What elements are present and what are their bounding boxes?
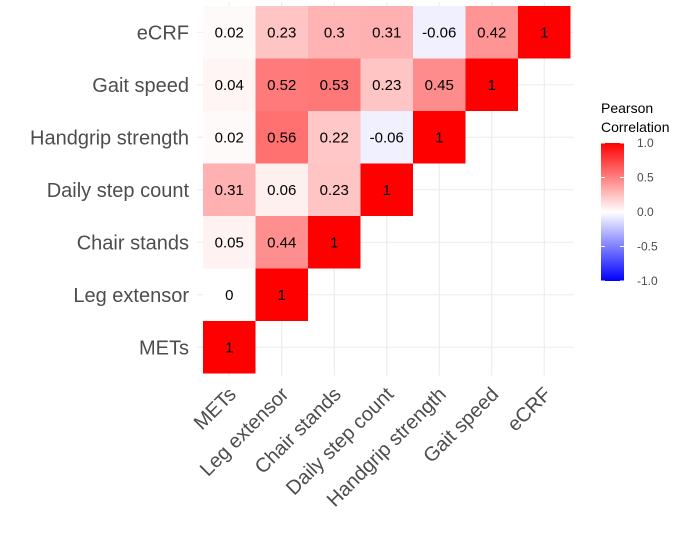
y-tick-label-chair-stands: Chair stands [77, 232, 189, 254]
y-tick-label-handgrip-strength: Handgrip strength [30, 127, 189, 149]
cell-daily-step-count-daily-step-count [360, 163, 413, 216]
cell-gait-speed-handgrip-strength [413, 58, 466, 111]
cell-leg-extensor-mets [203, 268, 256, 321]
cell-value-label: 0 [225, 287, 233, 304]
cell-handgrip-strength-leg-extensor [255, 111, 308, 164]
legend-title-line2: Correlation [601, 119, 669, 135]
cell-chair-stands-chair-stands [308, 216, 361, 269]
cell-value-label: 0.02 [215, 24, 244, 41]
legend-tick-label: -1.0 [637, 274, 658, 288]
cell-value-label: 0.45 [425, 77, 454, 94]
cell-gait-speed-gait-speed [465, 58, 518, 111]
cell-value-label: 1 [383, 182, 391, 199]
legend-tick-label: 1.0 [637, 136, 654, 150]
cell-value-label: -0.06 [370, 129, 404, 146]
legend-tick-label: 0.0 [637, 205, 654, 219]
cell-chair-stands-mets [203, 216, 256, 269]
cell-value-label: 0.31 [215, 182, 244, 199]
legend-colorbar [601, 143, 624, 281]
y-tick-label-ecrf: eCRF [137, 22, 189, 44]
cell-ecrf-ecrf [518, 6, 571, 59]
cell-value-label: 0.23 [372, 77, 401, 94]
cell-value-label: 1 [225, 339, 233, 356]
cell-leg-extensor-leg-extensor [255, 268, 308, 321]
cell-chair-stands-leg-extensor [255, 216, 308, 269]
cell-value-label: 1 [488, 77, 496, 94]
cell-value-label: 0.06 [267, 182, 296, 199]
cell-value-label: 0.23 [320, 182, 349, 199]
cell-value-label: -0.06 [422, 24, 456, 41]
cell-gait-speed-leg-extensor [255, 58, 308, 111]
x-tick-label-ecrf: eCRF [503, 383, 555, 435]
cell-ecrf-chair-stands [308, 6, 361, 59]
cell-gait-speed-daily-step-count [360, 58, 413, 111]
cell-value-label: 0.23 [267, 24, 296, 41]
cell-value-label: 1 [330, 234, 338, 251]
cell-value-label: 0.02 [215, 129, 244, 146]
cell-handgrip-strength-chair-stands [308, 111, 361, 164]
cell-value-labels: 10 10.05 0.44 10.31 0.06 0.23 10.02 0.56 0.22 -0.… [215, 24, 549, 356]
legend-tick-label: 0.5 [637, 171, 654, 185]
cell-daily-step-count-mets [203, 163, 256, 216]
legend: Pearson Correlation 1.0 0.5 0.0 -0.5 -1.0 [601, 100, 669, 288]
cell-value-label: 0.52 [267, 77, 296, 94]
cell-ecrf-gait-speed [465, 6, 518, 59]
y-tick-label-daily-step-count: Daily step count [47, 180, 190, 202]
cell-value-label: 0.44 [267, 234, 296, 251]
y-tick-label-mets: METs [139, 337, 189, 359]
cell-handgrip-strength-daily-step-count [360, 111, 413, 164]
cell-handgrip-strength-mets [203, 111, 256, 164]
cell-value-label: 0.05 [215, 234, 244, 251]
cell-daily-step-count-leg-extensor [255, 163, 308, 216]
cell-value-label: 0.42 [477, 24, 506, 41]
y-tick-label-gait-speed: Gait speed [92, 75, 189, 97]
cell-gait-speed-chair-stands [308, 58, 361, 111]
cell-handgrip-strength-handgrip-strength [413, 111, 466, 164]
cell-value-label: 0.31 [372, 24, 401, 41]
cell-value-label: 0.3 [324, 24, 345, 41]
cell-gait-speed-mets [203, 58, 256, 111]
cell-value-label: 1 [435, 129, 443, 146]
cell-value-label: 0.04 [215, 77, 244, 94]
cell-mets-mets [203, 321, 256, 374]
cell-value-label: 0.53 [320, 77, 349, 94]
cell-ecrf-mets [203, 6, 256, 59]
cell-daily-step-count-chair-stands [308, 163, 361, 216]
cell-value-label: 1 [278, 287, 286, 304]
heatmap-cells [203, 6, 571, 374]
cell-value-label: 0.22 [320, 129, 349, 146]
legend-tick-label: -0.5 [637, 240, 658, 254]
y-tick-label-leg-extensor: Leg extensor [73, 285, 189, 307]
cell-ecrf-handgrip-strength [413, 6, 466, 59]
y-axis-labels: METs Leg extensor Chair stands Daily step c… [30, 22, 189, 359]
cell-ecrf-leg-extensor [255, 6, 308, 59]
cell-ecrf-daily-step-count [360, 6, 413, 59]
cell-value-label: 0.56 [267, 129, 296, 146]
cell-value-label: 1 [540, 24, 548, 41]
legend-title-line1: Pearson [601, 100, 653, 116]
